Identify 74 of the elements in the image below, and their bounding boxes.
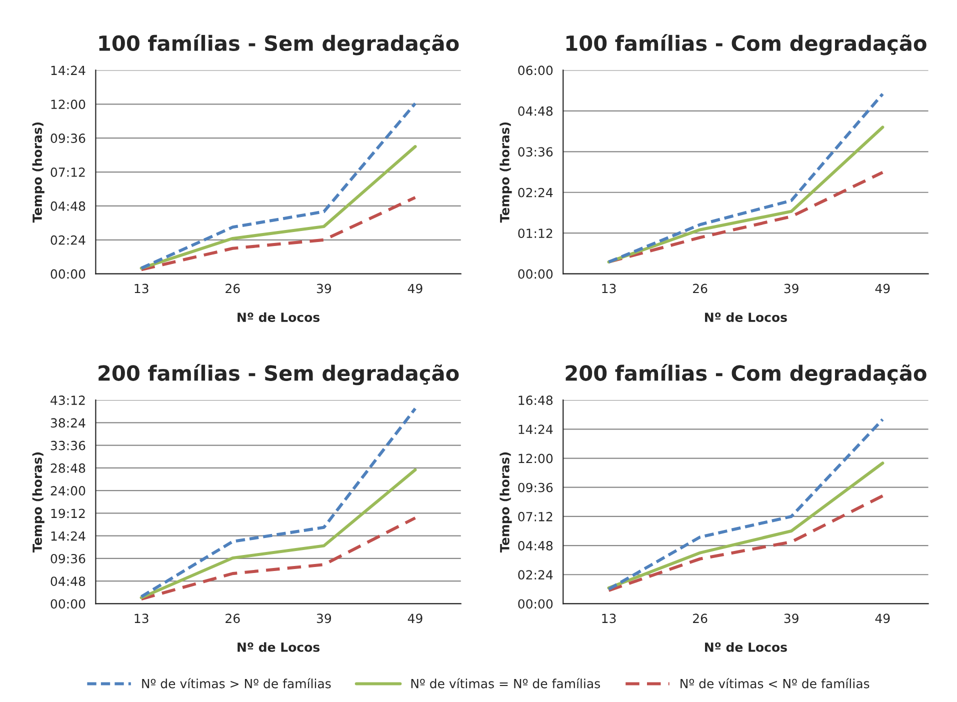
line-series xyxy=(607,92,884,264)
y-tick-label: 16:48 xyxy=(518,396,553,406)
x-tick-label: 39 xyxy=(316,614,332,624)
y-tick-label: 02:24 xyxy=(50,235,86,245)
y-axis-title: Tempo (horas) xyxy=(500,452,512,552)
y-tick-label: 04:48 xyxy=(518,541,553,550)
x-tick-label: 49 xyxy=(408,284,422,294)
line-series xyxy=(140,196,417,272)
x-tick-label: 13 xyxy=(602,614,616,624)
y-tick-label: 03:36 xyxy=(518,147,553,157)
x-tick-label: 26 xyxy=(693,284,708,294)
x-tick-label: 49 xyxy=(408,614,422,624)
y-tick-label: 09:36 xyxy=(50,554,86,564)
line-series xyxy=(607,170,884,264)
y-tick-label: 07:12 xyxy=(518,512,552,522)
y-tick-label: 43:12 xyxy=(50,396,85,406)
y-tick-label: 38:24 xyxy=(50,418,86,428)
y-tick-label: 14:24 xyxy=(51,531,86,541)
y-tick-label: 04:48 xyxy=(50,201,86,211)
x-tick-label: 26 xyxy=(693,614,708,624)
line-series xyxy=(607,494,884,592)
y-tick-label: 00:00 xyxy=(518,599,553,609)
x-tick-label: 39 xyxy=(316,284,332,294)
chart-title: 100 famílias - Com degradação xyxy=(566,34,926,56)
y-tick-label: 02:24 xyxy=(518,570,553,580)
y-tick-label: 07:12 xyxy=(50,167,85,177)
y-tick-label: 01:12 xyxy=(518,228,552,238)
x-tick-label: 39 xyxy=(784,284,798,294)
x-tick-label: 26 xyxy=(226,614,240,624)
line-series xyxy=(140,102,417,270)
y-tick-label: 00:00 xyxy=(50,599,86,609)
x-tick-label: 13 xyxy=(134,614,148,624)
x-axis-title: Nº de Locos xyxy=(238,312,320,322)
y-tick-label: 12:00 xyxy=(51,100,86,110)
y-tick-label: 19:12 xyxy=(51,508,85,518)
y-axis-title: Tempo (horas) xyxy=(500,122,512,223)
x-tick-label: 49 xyxy=(875,284,890,294)
y-tick-label: 02:24 xyxy=(518,188,553,198)
y-axis-title: Tempo (horas) xyxy=(32,452,44,552)
y-tick-label: 09:36 xyxy=(50,134,86,144)
y-tick-label: 28:48 xyxy=(50,463,86,473)
x-tick-label: 13 xyxy=(602,284,616,294)
y-tick-label: 04:48 xyxy=(518,106,553,116)
line-series xyxy=(607,418,884,591)
line-series xyxy=(607,126,884,264)
y-tick-label: 06:00 xyxy=(518,66,553,76)
line-series xyxy=(140,468,417,600)
y-tick-label: 04:48 xyxy=(50,576,86,586)
y-tick-label: 00:00 xyxy=(518,269,553,279)
x-tick-label: 13 xyxy=(134,284,148,294)
chart-title: 100 famílias - Sem degradação xyxy=(99,34,459,56)
y-tick-label: 14:24 xyxy=(51,66,86,75)
legend-label: Nº de vítimas > Nº de famílias xyxy=(142,678,331,688)
y-axis-title: Tempo (horas) xyxy=(32,122,44,223)
legend-label: Nº de vítimas = Nº de famílias xyxy=(411,678,600,688)
legend-label: Nº de vítimas < Nº de famílias xyxy=(680,678,870,688)
x-tick-label: 26 xyxy=(226,284,240,294)
y-tick-label: 12:00 xyxy=(518,454,553,464)
x-axis-title: Nº de Locos xyxy=(705,312,787,322)
x-tick-label: 49 xyxy=(875,614,890,624)
x-axis-title: Nº de Locos xyxy=(238,642,320,652)
chart-title: 200 famílias - Sem degradação xyxy=(98,364,459,386)
y-tick-label: 09:36 xyxy=(518,482,553,492)
line-series xyxy=(140,516,417,601)
line-series xyxy=(140,407,417,598)
y-tick-label: 14:24 xyxy=(518,424,553,434)
line-series xyxy=(140,145,417,270)
y-tick-label: 00:00 xyxy=(50,269,86,279)
y-tick-label: 33:36 xyxy=(50,440,86,450)
chart-title: 200 famílias - Com degradação xyxy=(566,364,926,386)
x-tick-label: 39 xyxy=(784,614,798,624)
y-tick-label: 24:00 xyxy=(50,486,86,496)
x-axis-title: Nº de Locos xyxy=(705,642,787,652)
line-series xyxy=(607,462,884,590)
